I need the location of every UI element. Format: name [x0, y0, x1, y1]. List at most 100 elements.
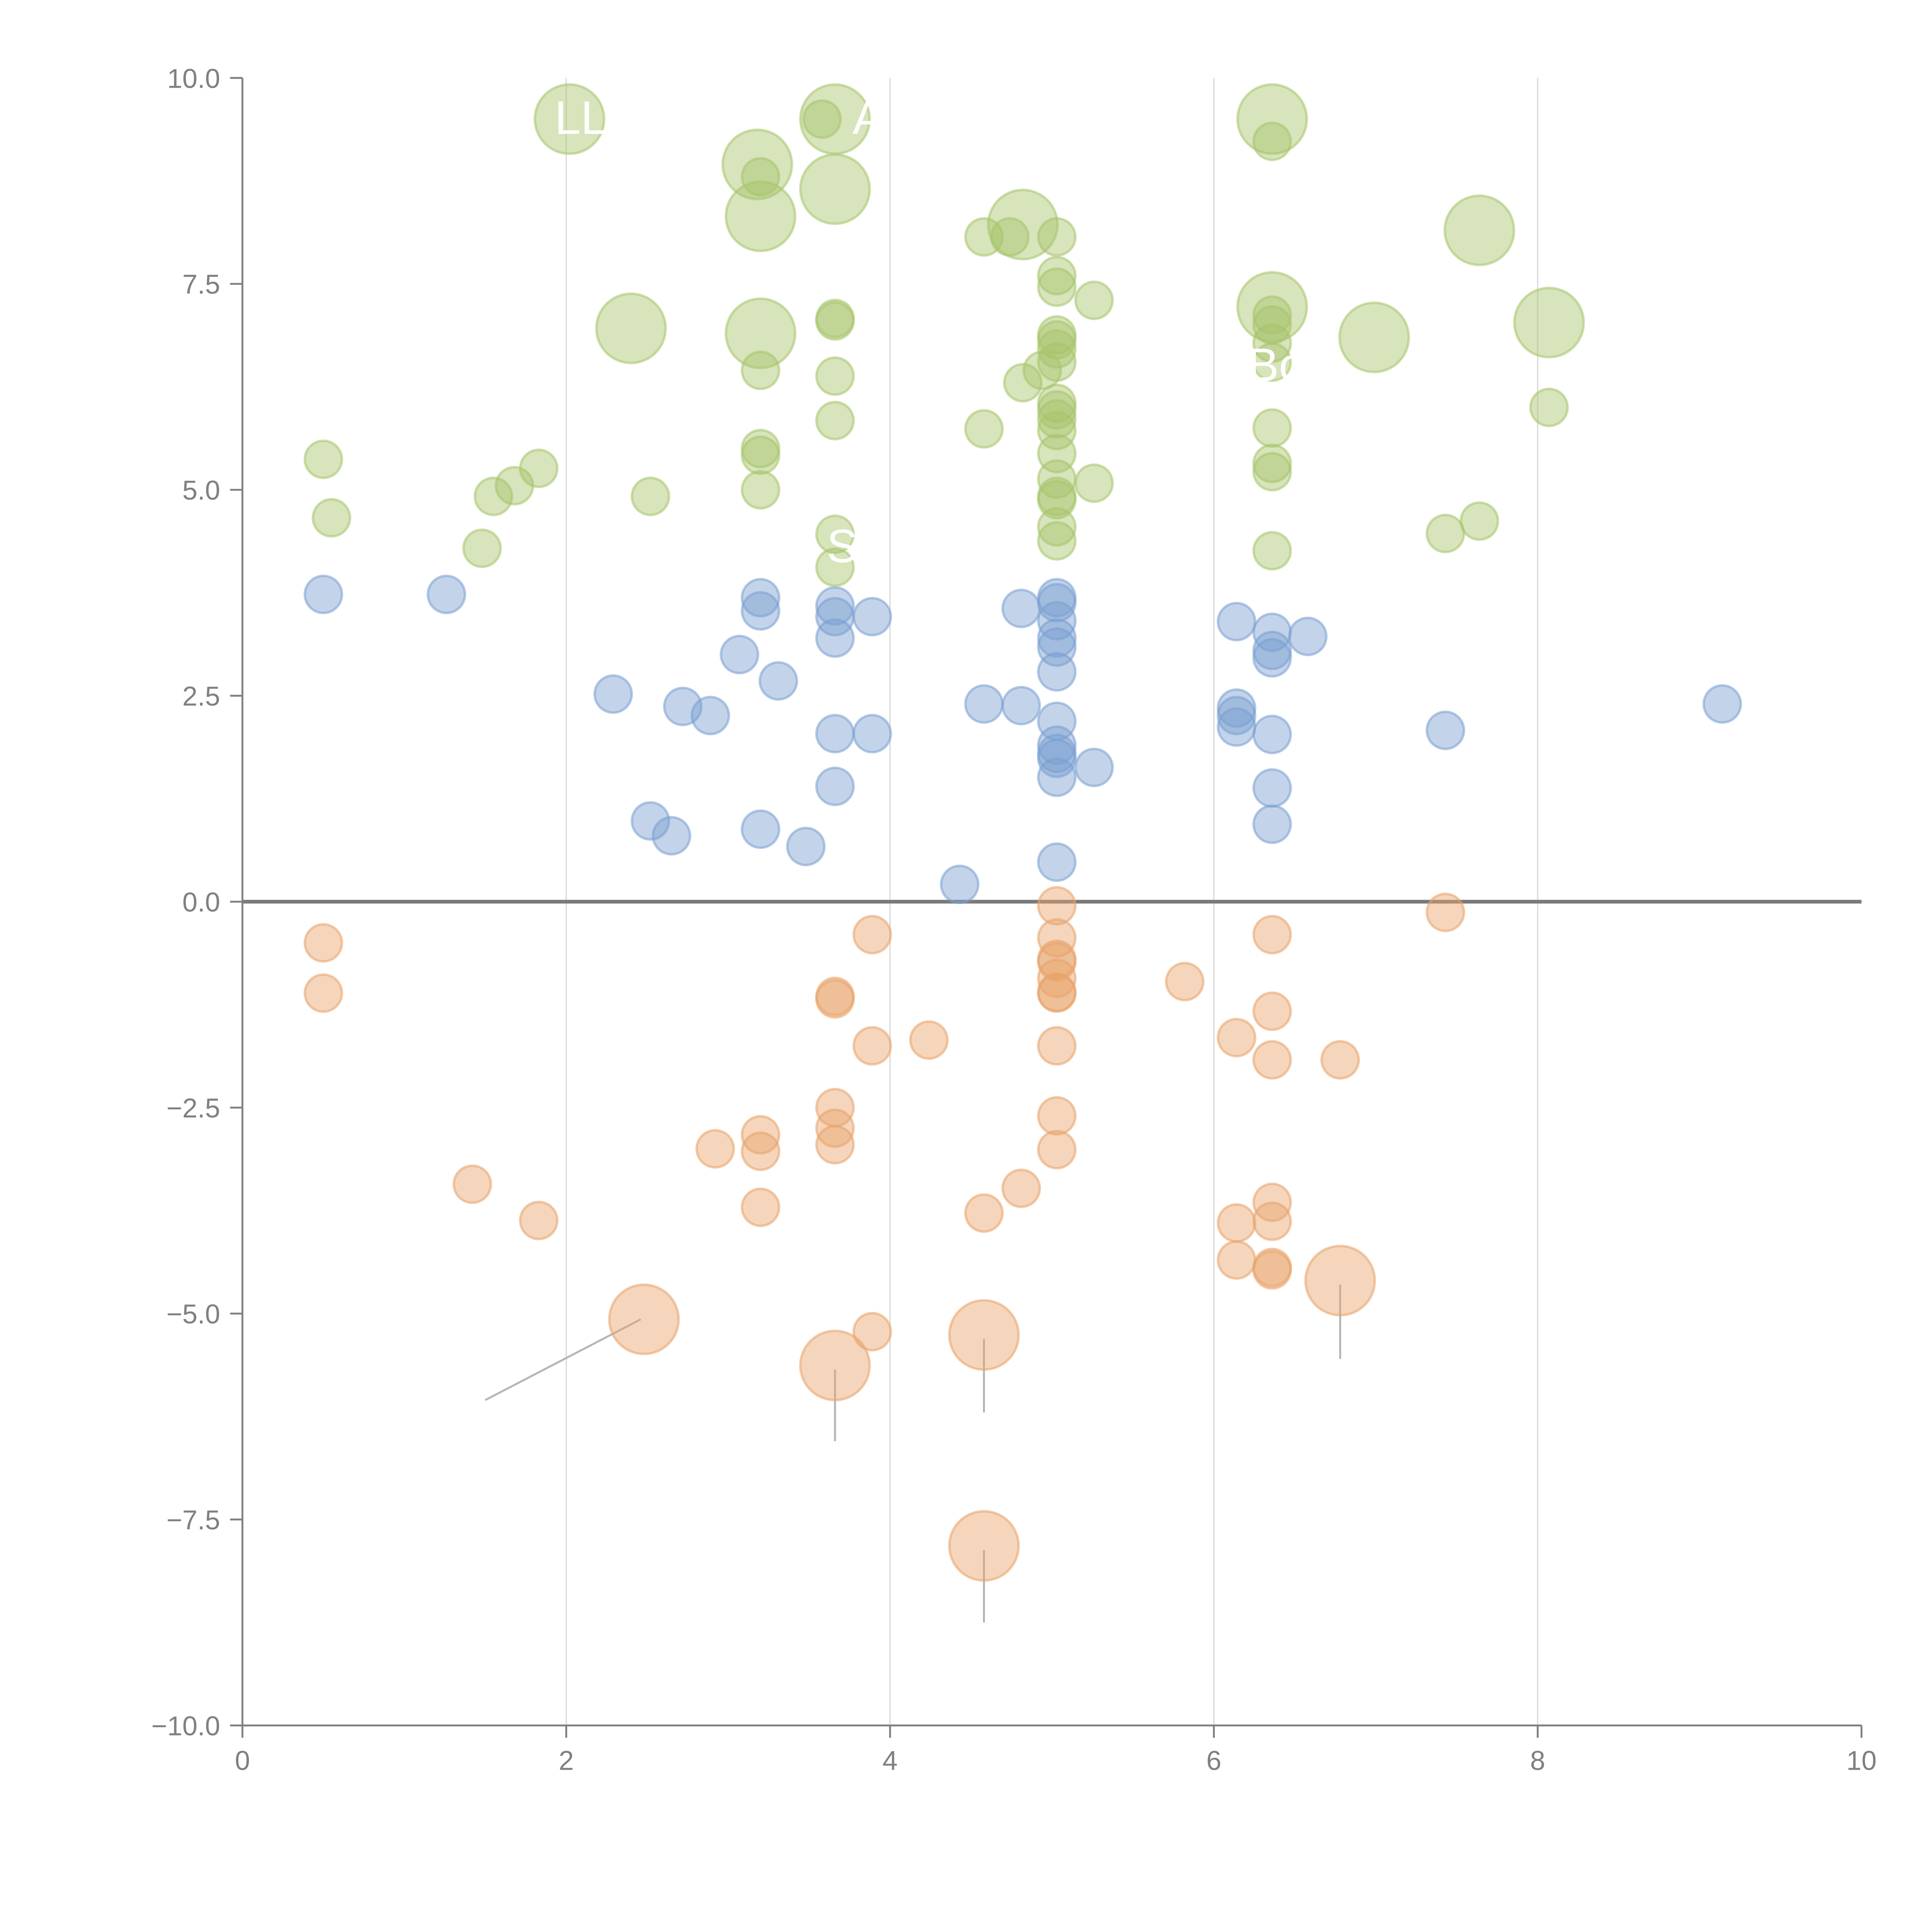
x-tick-label: 0: [235, 1745, 250, 1776]
bubble-label: Boo: [1248, 338, 1331, 391]
bubble-label: A: [852, 92, 884, 144]
y-tick-label: 5.0: [182, 475, 220, 505]
blue-bubble: [1425, 710, 1465, 750]
green-bubble: [311, 498, 352, 538]
green-bubble: [1513, 287, 1585, 359]
orange-bubble: [852, 1312, 892, 1352]
orange-bubble: [1037, 942, 1077, 982]
green-bubble: [741, 470, 781, 510]
green-bubble: [1037, 410, 1077, 451]
orange-bubble: [1252, 1040, 1292, 1080]
blue-bubble: [786, 827, 826, 866]
blue-bubble: [1037, 652, 1077, 692]
orange-bubble: [1001, 1168, 1041, 1208]
blue-bubble: [852, 597, 892, 637]
x-axis-ticks: 0 2 4 6 8 10: [235, 1725, 1877, 1776]
blue-bubble: [964, 684, 1004, 724]
green-bubble: [815, 356, 855, 396]
green-bubble: [1252, 444, 1292, 483]
green-bubble: [1037, 267, 1077, 307]
blue-bubble: [1252, 714, 1292, 754]
green-bubble: [964, 409, 1004, 449]
orange-bubble: [695, 1129, 735, 1169]
blue-bubble: [741, 578, 781, 618]
x-tick-label: 6: [1206, 1745, 1221, 1776]
orange-bubble: [948, 1510, 1020, 1582]
green-bubble: [1037, 507, 1077, 547]
blue-bubble: [719, 634, 759, 675]
blue-bubble: [1252, 804, 1292, 844]
orange-bubble: [1320, 1040, 1360, 1080]
blue-bubble: [741, 809, 781, 849]
green-bubble: [1252, 452, 1292, 492]
green-bubble: [741, 350, 781, 390]
blue-bubble: [1288, 616, 1328, 656]
orange-bubble: [1252, 1201, 1292, 1241]
orange-bubble: [815, 1108, 855, 1148]
blue-bubble: [741, 591, 781, 631]
green-bubble: [1003, 363, 1043, 403]
x-tick-label: 2: [559, 1745, 574, 1776]
leader-line: [485, 1318, 641, 1401]
blue-bubble: [690, 696, 730, 735]
orange-bubble: [1037, 1130, 1077, 1170]
blue-bubble: [815, 766, 855, 806]
green-bubble: [473, 476, 514, 516]
orange-bubble: [608, 1283, 680, 1355]
blue-bubble: [1037, 757, 1077, 797]
orange-bubble: [815, 1125, 855, 1165]
green-bubble: [802, 99, 842, 139]
blue-bubble: [1001, 588, 1041, 628]
y-tick-label: −5.0: [167, 1299, 220, 1329]
orange-bubble: [1165, 962, 1205, 1002]
blue-bubble: [651, 816, 692, 856]
green-bubble: [1037, 521, 1077, 561]
green-bubble: [799, 153, 871, 225]
orange-bubble: [1037, 973, 1077, 1013]
blue-bubble: [815, 714, 855, 753]
blue-bubble: [1252, 638, 1292, 678]
green-bubble: [462, 528, 502, 568]
blue-bubble: [815, 618, 855, 658]
green-bubble: [1459, 501, 1499, 541]
green-bubble: [721, 128, 793, 201]
green-bubble: [1252, 121, 1292, 162]
green-bubble: [1022, 350, 1062, 390]
green-bubble: [533, 83, 605, 155]
green-bubble: [741, 157, 781, 197]
green-bubble: [741, 435, 781, 475]
x-tick-label: 8: [1530, 1745, 1545, 1776]
orange-bubble: [1037, 1026, 1077, 1066]
green-bubble: [1425, 514, 1465, 553]
green-bubble: [815, 401, 855, 440]
blue-bubble: [303, 575, 344, 614]
bubbles: [303, 83, 1742, 1582]
orange-bubble: [909, 1020, 949, 1060]
green-bubble: [595, 292, 667, 364]
blue-bubble: [1252, 768, 1292, 808]
orange-bubble: [1304, 1245, 1376, 1317]
orange-bubble: [519, 1201, 559, 1240]
orange-bubble: [1216, 1018, 1257, 1058]
blue-bubble: [1216, 696, 1257, 735]
green-bubble: [519, 448, 559, 488]
green-bubble: [1074, 281, 1114, 320]
orange-bubble: [452, 1164, 492, 1204]
orange-bubble: [964, 1193, 1004, 1233]
green-bubble: [1252, 408, 1292, 448]
green-bubble: [815, 298, 855, 338]
orange-bubble: [1252, 991, 1292, 1031]
orange-bubble: [852, 1026, 892, 1066]
orange-bubble: [1425, 893, 1465, 932]
green-bubble: [631, 476, 670, 516]
y-tick-label: 10.0: [167, 63, 220, 94]
green-bubble: [1252, 531, 1292, 571]
blue-bubble: [1037, 618, 1077, 658]
blue-bubble: [1216, 602, 1257, 641]
green-bubble: [724, 180, 797, 252]
orange-bubble: [1216, 1240, 1257, 1280]
orange-bubble: [1037, 1096, 1077, 1136]
blue-bubble: [1037, 725, 1077, 765]
green-bubble: [1252, 295, 1292, 335]
green-bubble: [1037, 390, 1077, 430]
